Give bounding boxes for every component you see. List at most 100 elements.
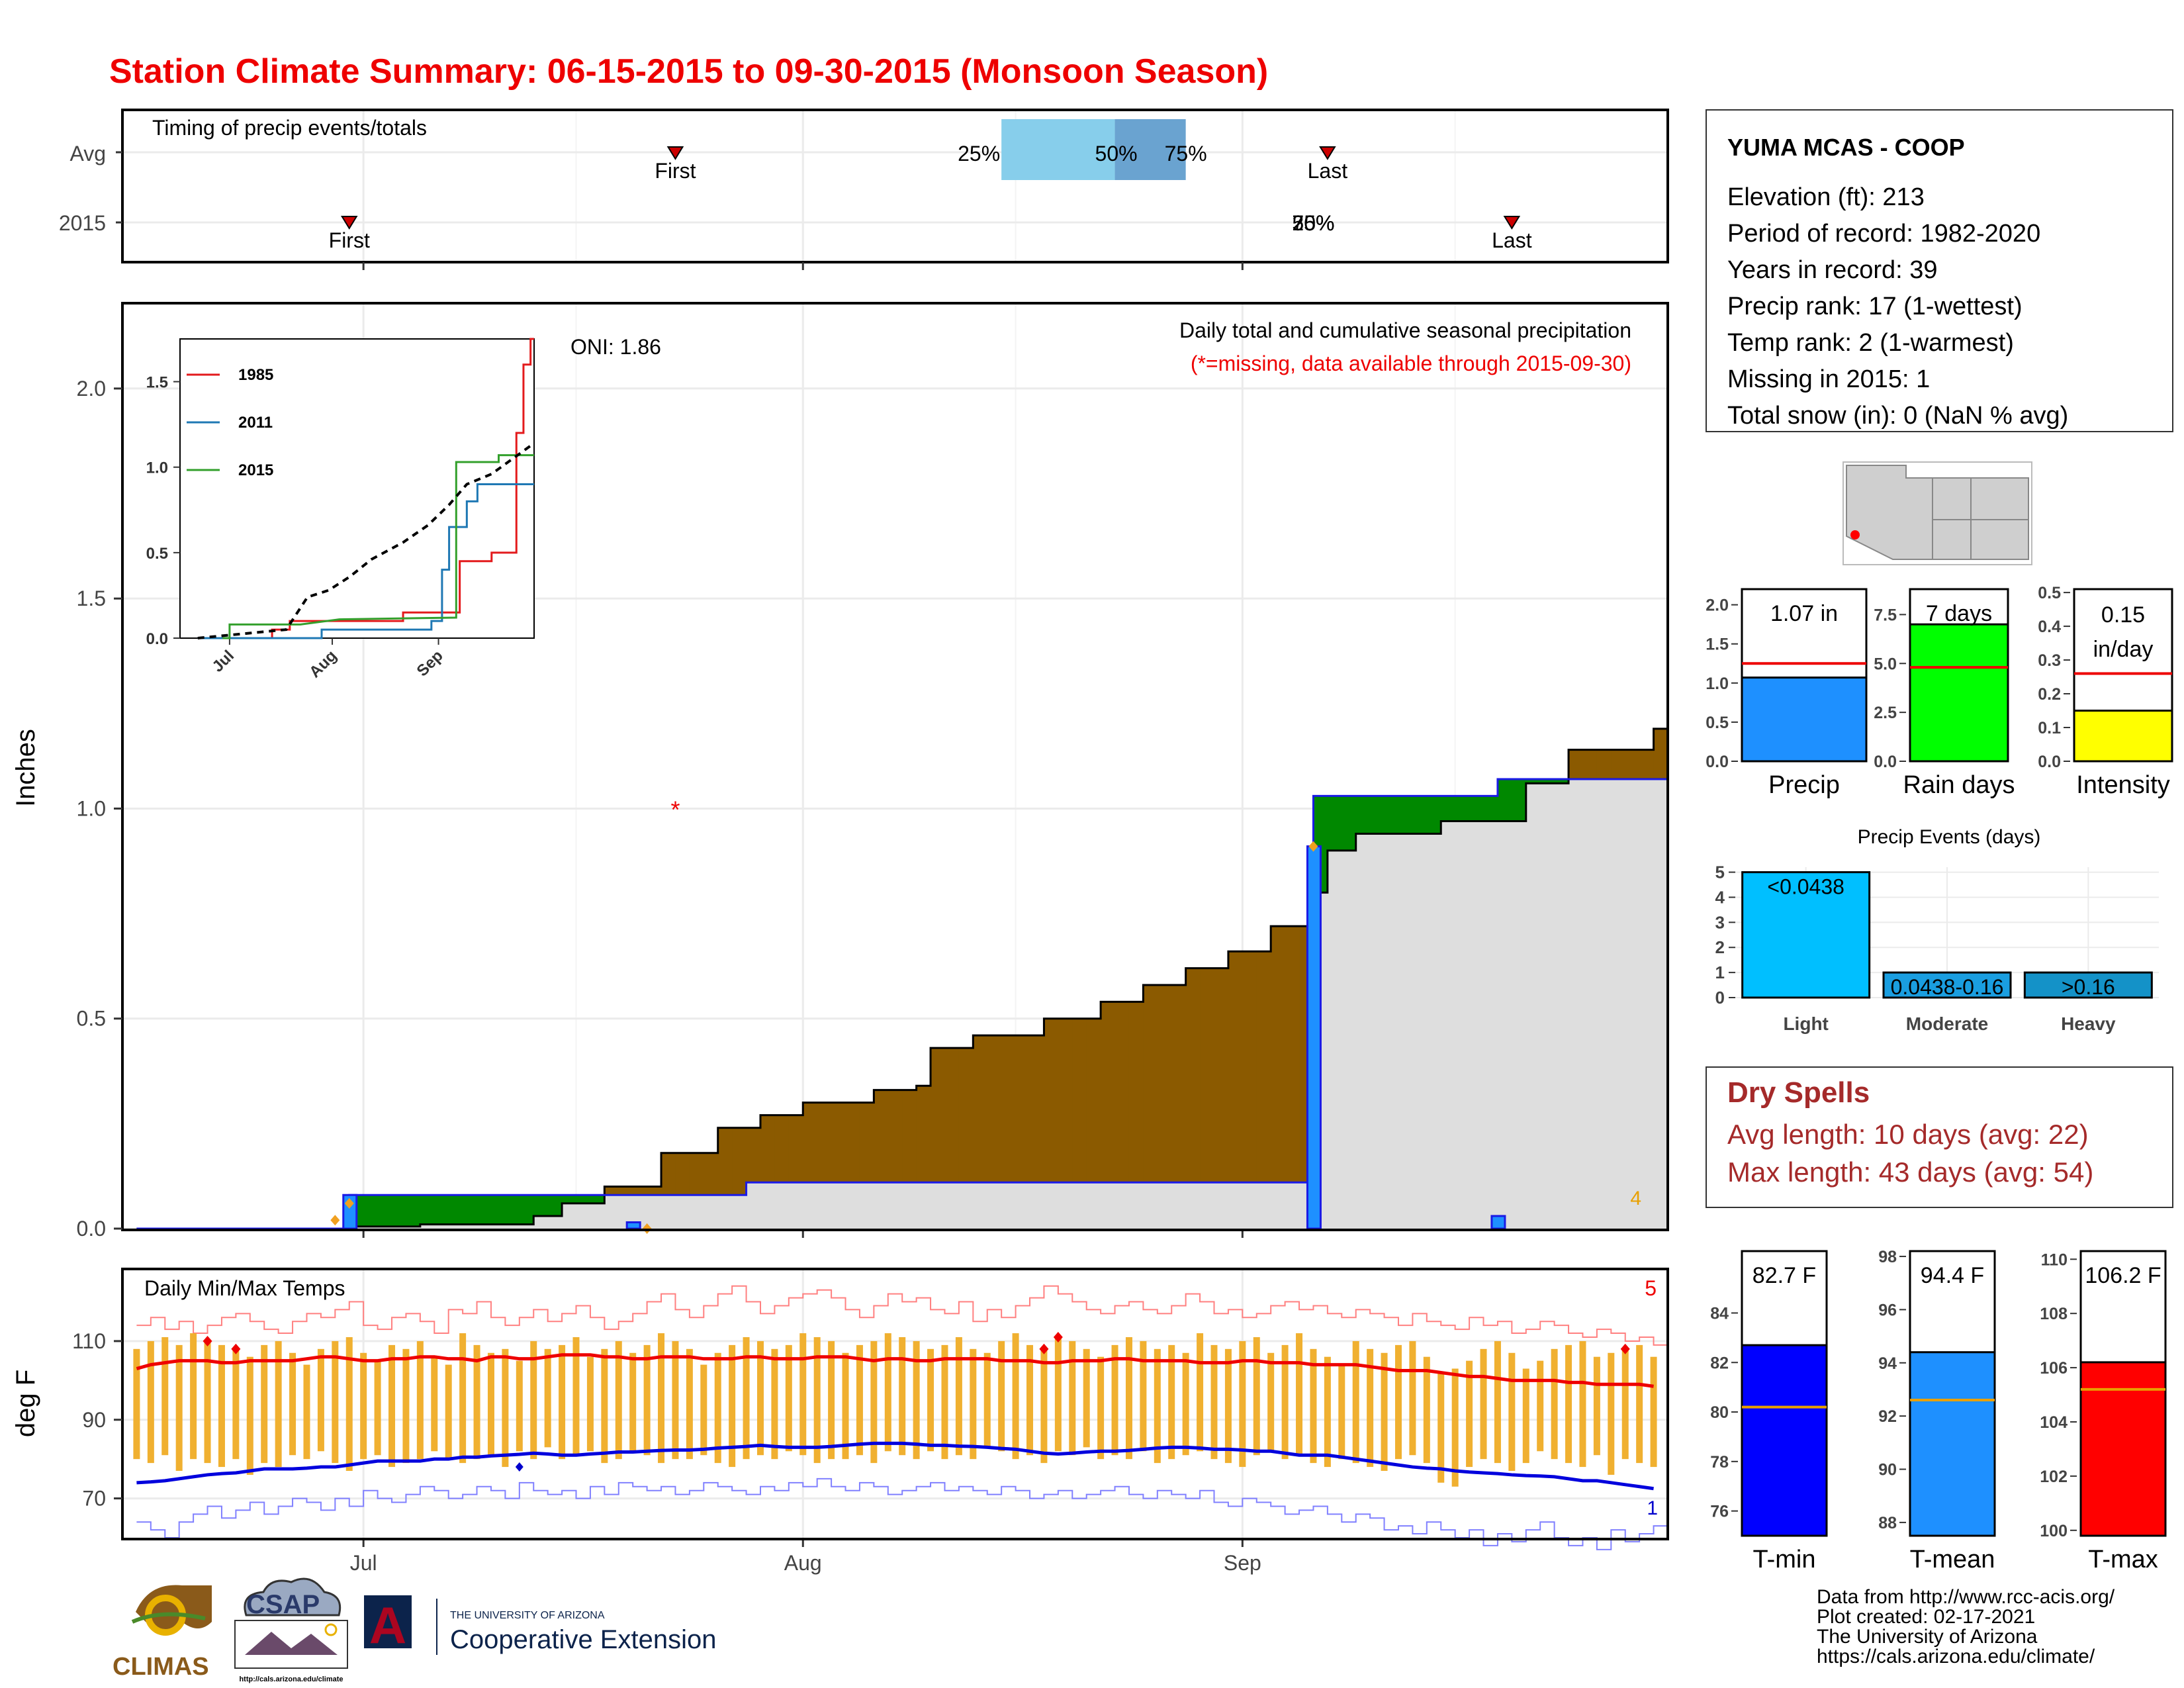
daily-temp-bar	[870, 1340, 878, 1464]
deficit-area	[931, 1048, 946, 1183]
daily-precip-bar	[1490, 1215, 1506, 1230]
daily-temp-bar	[345, 1337, 353, 1471]
daily-temp-bar	[658, 1333, 665, 1464]
timing-marker-label: Last	[1492, 228, 1532, 252]
deficit-area	[1185, 968, 1201, 1183]
inset-y-tick-label: 0.0	[146, 630, 168, 648]
bar-tick-label: 102	[2040, 1468, 2068, 1486]
surplus-area	[576, 1195, 591, 1203]
daily-temp-bar	[1437, 1372, 1445, 1483]
bar-tick-label: 80	[1710, 1403, 1729, 1422]
daily-temp-bar	[388, 1344, 396, 1468]
daily-temp-bar	[1168, 1344, 1175, 1460]
daily-temp-bar	[601, 1348, 608, 1464]
daily-temp-bar	[913, 1340, 920, 1460]
deficit-area	[916, 1086, 931, 1183]
daily-temp-bar	[1338, 1364, 1345, 1460]
daily-temp-bar	[1125, 1337, 1132, 1460]
bar-tick-label: 0.1	[2038, 719, 2061, 737]
events-bar-label: >0.16	[2062, 975, 2115, 999]
events-bar-label: 0.0438-0.16	[1891, 975, 2004, 999]
daily-temp-bar	[615, 1340, 622, 1460]
daily-temp-bar	[1224, 1348, 1232, 1464]
events-category-label: Light	[1783, 1013, 1828, 1034]
deficit-area	[1086, 1018, 1101, 1183]
daily-temp-bar	[289, 1352, 296, 1456]
cumulative-area	[136, 779, 1668, 1229]
bar-tick-label: 1.5	[1706, 635, 1729, 654]
daily-temp-bar	[700, 1364, 707, 1456]
daily-temp-bar	[1565, 1344, 1572, 1464]
quartile-label-2015: 25%	[1292, 211, 1334, 235]
quartile-label-2015: 75%	[1292, 211, 1334, 235]
surplus-area	[547, 1195, 563, 1216]
daily-temp-bar	[1636, 1344, 1643, 1464]
temp-count-bottom: 1	[1647, 1497, 1658, 1519]
daily-temp-bar	[856, 1344, 863, 1456]
daily-temp-bar	[756, 1340, 764, 1456]
daily-temp-bar	[714, 1352, 721, 1464]
record-max-marker	[203, 1335, 212, 1346]
daily-temp-bar	[729, 1344, 736, 1468]
inset-legend-label: 2015	[238, 461, 273, 479]
events-category-label: Moderate	[1906, 1013, 1988, 1034]
daily-temp-bar	[1381, 1352, 1388, 1471]
surplus-area	[1525, 779, 1541, 784]
timing-panel: Timing of precip events/totals Avg 2015 …	[59, 109, 1669, 270]
daily-temp-bar	[1367, 1348, 1374, 1468]
deficit-area	[717, 1127, 733, 1196]
daily-temp-bar	[572, 1337, 580, 1456]
daily-temp-bar	[1494, 1340, 1501, 1464]
bar-tick-label: 0.5	[2038, 584, 2061, 602]
daily-temp-bar	[175, 1344, 183, 1471]
record-max-marker	[1039, 1343, 1049, 1354]
deficit-area	[1596, 749, 1612, 780]
daily-temp-bar	[1352, 1340, 1359, 1464]
surplus-area	[377, 1195, 392, 1227]
daily-temp-bar	[161, 1337, 169, 1456]
daily-temp-bar	[1324, 1356, 1331, 1468]
daily-temp-bar	[842, 1352, 849, 1460]
bar-value-label: 0.15	[2101, 602, 2145, 628]
bar-tick-label: 7.5	[1874, 606, 1897, 624]
deficit-area	[1030, 1035, 1045, 1183]
daily-temp-bar	[743, 1337, 750, 1460]
deficit-area	[1044, 1018, 1059, 1183]
deficit-area	[1001, 1035, 1017, 1183]
events-bar-label: <0.0438	[1767, 875, 1844, 899]
bar-tick-label: 100	[2040, 1522, 2068, 1540]
daily-temp-bar	[899, 1337, 906, 1456]
bar-tick-label: 0.0	[1706, 753, 1729, 771]
credit-line: Plot created: 02-17-2021	[1817, 1606, 2035, 1628]
deficit-area	[1625, 749, 1640, 780]
station-info-line: Period of record: 1982-2020	[1727, 220, 2040, 248]
daily-temp-bar	[1310, 1348, 1317, 1464]
daily-temp-bar	[643, 1344, 651, 1456]
intensity-bar: 0.0 0.1 0.2 0.3 0.4 0.5 0.15 in/day Intensity	[2038, 584, 2173, 799]
daily-temp-bar	[1012, 1333, 1019, 1460]
precip-events-chart: Precip Events (days) 0 1 2 3 4 5 <0.0438 Light 0…	[1715, 826, 2159, 1034]
bar-value	[1909, 623, 2009, 763]
climas-logo: CLIMAS	[113, 1585, 212, 1681]
daily-precip-bar	[1306, 845, 1322, 1230]
surplus-area	[1441, 796, 1456, 821]
daily-temp-bar	[530, 1340, 537, 1460]
ua-letter: A	[369, 1596, 406, 1654]
bar-tick-label: 0.4	[2038, 618, 2061, 636]
bar-axis-label: T-max	[2088, 1546, 2158, 1573]
daily-temp-bar	[204, 1340, 211, 1464]
deficit-area	[1653, 728, 1667, 780]
deficit-area	[1639, 749, 1655, 780]
daily-temp-bar	[416, 1340, 424, 1460]
deficit-area	[1200, 968, 1215, 1183]
bar-tick-label: 90	[1878, 1461, 1897, 1479]
quartile-label: 25%	[958, 142, 1000, 165]
events-tick-label: 4	[1715, 887, 1725, 907]
deficit-area	[831, 1102, 846, 1183]
y-tick-label: 0.5	[77, 1007, 106, 1031]
x-tick-label: Sep	[1224, 1551, 1261, 1575]
bar-axis-label: Precip	[1768, 771, 1840, 799]
surplus-area	[463, 1195, 478, 1225]
deficit-area	[845, 1102, 860, 1183]
average-min-line	[136, 1441, 1654, 1491]
